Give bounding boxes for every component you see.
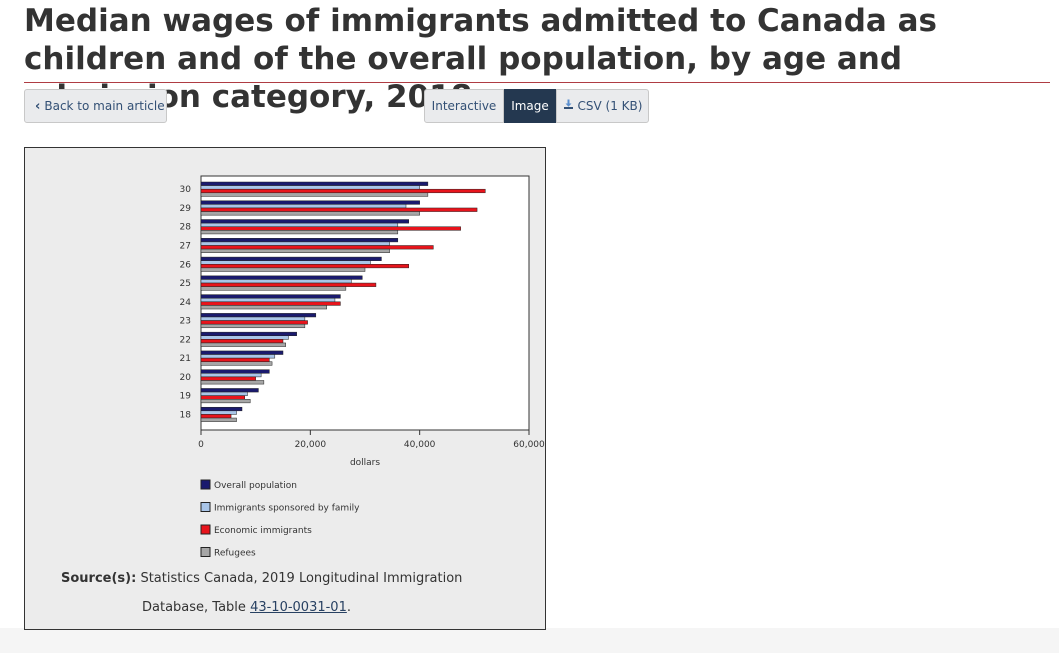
source-text-line1: Statistics Canada, 2019 Longitudinal Imm… <box>140 571 463 586</box>
bar-refugees-age-21 <box>200 361 273 366</box>
bar-economic-immigrants-age-21 <box>200 357 270 362</box>
legend-swatch-3 <box>200 547 211 557</box>
bar-refugees-age-18 <box>200 417 237 422</box>
legend-label-0: Overall population <box>214 481 297 491</box>
x-axis-title: dollars <box>350 458 380 468</box>
bar-immigrants-sponsored-by-family-age-23 <box>200 316 306 321</box>
bar-overall-population-age-20 <box>200 369 270 374</box>
y-tick-label-25: 25 <box>180 279 191 289</box>
y-tick-label-20: 20 <box>180 373 192 383</box>
bar-immigrants-sponsored-by-family-age-30 <box>200 185 420 190</box>
bar-overall-population-age-24 <box>200 294 341 299</box>
bar-economic-immigrants-age-30 <box>200 188 486 194</box>
bar-overall-population-age-25 <box>200 275 363 280</box>
y-tick-label-23: 23 <box>180 317 191 327</box>
legend-swatch-1 <box>200 502 211 512</box>
y-tick-label-21: 21 <box>180 354 191 364</box>
interactive-view-button[interactable]: Interactive <box>424 89 504 123</box>
source-label: Source(s): <box>61 571 137 586</box>
bar-economic-immigrants-age-26 <box>200 264 409 269</box>
bar-refugees-age-27 <box>200 248 390 253</box>
bar-refugees-age-28 <box>200 230 399 235</box>
download-icon <box>563 99 574 113</box>
bar-refugees-age-24 <box>200 305 327 310</box>
bar-economic-immigrants-age-28 <box>200 226 461 231</box>
bar-economic-immigrants-age-25 <box>200 282 377 287</box>
bar-refugees-age-29 <box>200 211 420 216</box>
legend-swatch-0 <box>200 479 211 490</box>
back-button-label: Back to main article <box>44 99 165 113</box>
bar-immigrants-sponsored-by-family-age-20 <box>200 373 262 378</box>
bar-refugees-age-19 <box>200 399 251 404</box>
bar-refugees-age-25 <box>200 286 347 291</box>
x-tick-label-2: 40,000 <box>404 440 436 450</box>
x-tick-label-3: 60,000 <box>513 440 545 450</box>
bar-immigrants-sponsored-by-family-age-21 <box>200 354 276 359</box>
image-view-label: Image <box>511 99 549 113</box>
y-tick-label-30: 30 <box>180 185 192 195</box>
bar-immigrants-sponsored-by-family-age-29 <box>200 204 407 209</box>
bar-immigrants-sponsored-by-family-age-22 <box>200 335 289 340</box>
source-end-punct: . <box>346 600 351 615</box>
bar-refugees-age-23 <box>200 323 306 329</box>
title-divider <box>24 82 1050 83</box>
bar-overall-population-age-30 <box>200 181 429 186</box>
bar-economic-immigrants-age-27 <box>200 245 434 250</box>
legend-swatch-2 <box>200 524 211 535</box>
y-tick-label-22: 22 <box>180 335 191 345</box>
bar-immigrants-sponsored-by-family-age-19 <box>200 391 248 396</box>
y-tick-label-26: 26 <box>180 260 192 270</box>
chart-figure: 18 19 20 21 22 23 24 25 26 27 28 29 30 0 20,000 40,000 6… <box>24 147 546 630</box>
bar-immigrants-sponsored-by-family-age-26 <box>200 260 371 265</box>
image-view-button[interactable]: Image <box>504 89 556 123</box>
bar-economic-immigrants-age-22 <box>200 339 284 344</box>
bar-refugees-age-26 <box>200 267 366 272</box>
page-footer-band <box>0 628 1059 653</box>
bar-immigrants-sponsored-by-family-age-28 <box>200 222 399 227</box>
bar-overall-population-age-26 <box>200 256 382 261</box>
y-tick-label-19: 19 <box>180 392 192 402</box>
csv-download-label: CSV (1 KB) <box>577 99 643 113</box>
x-tick-label-0: 0 <box>198 440 204 450</box>
bar-chart: 18 19 20 21 22 23 24 25 26 27 28 29 30 0 20,000 40,000 6… <box>180 175 545 559</box>
bar-immigrants-sponsored-by-family-age-18 <box>200 410 237 415</box>
bar-overall-population-age-22 <box>200 331 297 337</box>
bar-overall-population-age-19 <box>200 388 259 393</box>
bar-overall-population-age-27 <box>200 238 399 243</box>
bar-immigrants-sponsored-by-family-age-24 <box>200 297 336 303</box>
bar-economic-immigrants-age-18 <box>200 414 232 419</box>
y-tick-label-27: 27 <box>180 242 191 252</box>
bar-overall-population-age-28 <box>200 219 409 224</box>
x-tick-label-1: 20,000 <box>295 440 327 450</box>
bar-immigrants-sponsored-by-family-age-25 <box>200 279 352 284</box>
bar-economic-immigrants-age-23 <box>200 320 308 325</box>
bar-refugees-age-20 <box>200 380 265 385</box>
bar-refugees-age-22 <box>200 342 286 347</box>
bar-immigrants-sponsored-by-family-age-27 <box>200 241 390 246</box>
legend-label-3: Refugees <box>214 549 256 559</box>
bar-overall-population-age-23 <box>200 313 317 318</box>
view-toggle-group: Interactive Image CSV (1 KB) <box>424 89 649 123</box>
legend-label-2: Economic immigrants <box>214 526 312 536</box>
bar-overall-population-age-29 <box>200 200 420 205</box>
bar-economic-immigrants-age-20 <box>200 376 256 381</box>
back-to-main-article-button[interactable]: ‹ Back to main article <box>24 89 167 123</box>
source-table-link[interactable]: 43-10-0031-01 <box>250 600 347 615</box>
chevron-left-icon: ‹ <box>35 98 41 114</box>
source-text-line2: Database, Table <box>142 600 246 615</box>
bar-overall-population-age-18 <box>200 406 243 412</box>
y-tick-label-29: 29 <box>180 204 192 214</box>
bar-economic-immigrants-age-29 <box>200 207 478 212</box>
bar-overall-population-age-21 <box>200 350 284 355</box>
page-title: Median wages of immigrants admitted to C… <box>24 3 937 115</box>
bar-refugees-age-30 <box>200 192 429 197</box>
legend-label-1: Immigrants sponsored by family <box>214 504 360 514</box>
y-tick-label-24: 24 <box>180 298 192 308</box>
bar-economic-immigrants-age-19 <box>200 395 245 400</box>
y-tick-label-18: 18 <box>180 410 192 420</box>
csv-download-button[interactable]: CSV (1 KB) <box>556 89 649 123</box>
y-tick-label-28: 28 <box>180 223 192 233</box>
interactive-view-label: Interactive <box>431 99 497 113</box>
bar-economic-immigrants-age-24 <box>200 301 341 306</box>
